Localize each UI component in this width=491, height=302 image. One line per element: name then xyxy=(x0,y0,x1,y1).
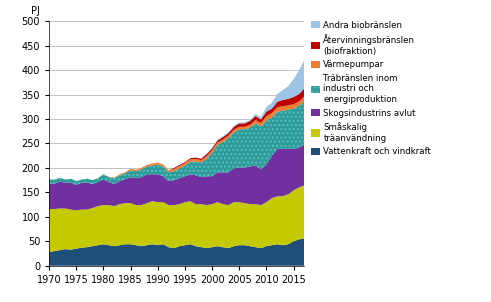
Legend: Andra biobränslen, Återvinningsbränslen
(biofraktion), Värmepumpar, Träbränslen : Andra biobränslen, Återvinningsbränslen … xyxy=(311,21,431,156)
Text: PJ: PJ xyxy=(31,6,40,16)
